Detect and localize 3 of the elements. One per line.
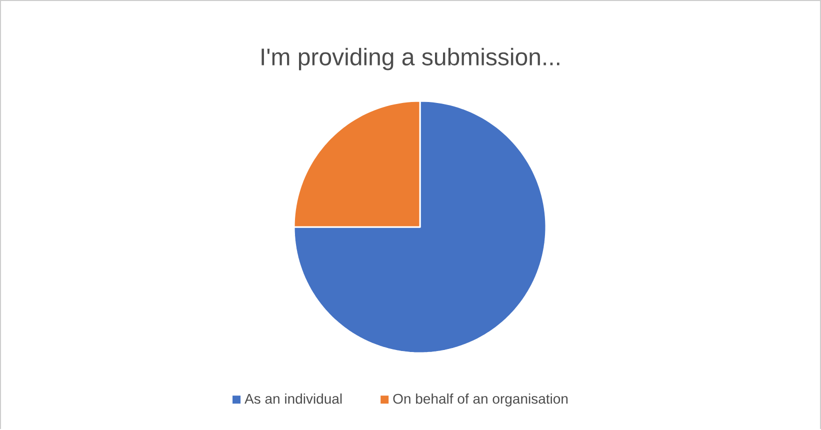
chart-title: I'm providing a submission...	[262, 48, 560, 70]
legend-label: On behalf of an organisation	[393, 394, 568, 407]
legend-label: As an individual	[244, 394, 342, 404]
